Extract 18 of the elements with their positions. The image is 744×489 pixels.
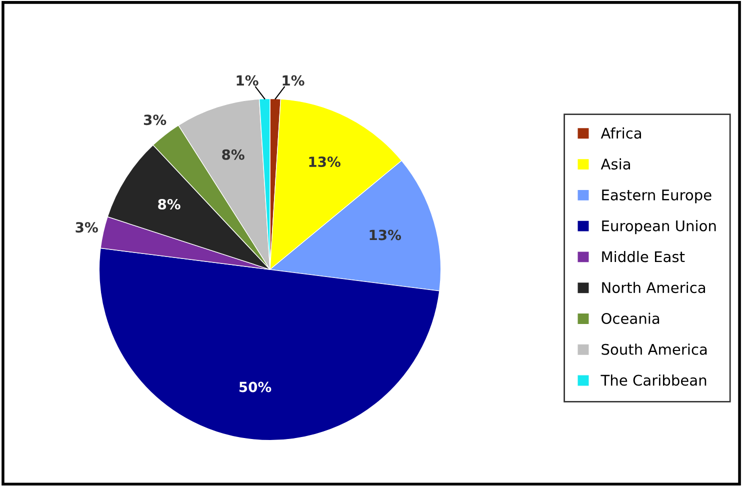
legend-label: Asia: [600, 158, 630, 170]
legend-label: Africa: [600, 127, 642, 139]
legend-label: The Caribbean: [600, 374, 706, 386]
data-label: 13%: [370, 230, 402, 240]
data-label: 8%: [158, 198, 180, 210]
legend-label: Oceania: [602, 312, 660, 324]
legend-label: European Union: [602, 220, 716, 234]
legend-label: Middle East: [602, 250, 685, 262]
data-label: 8%: [222, 149, 244, 160]
data-label: 3%: [144, 114, 166, 126]
data-label: 50%: [239, 382, 272, 392]
legend-label: North America: [602, 282, 706, 294]
data-label: 3%: [76, 222, 98, 233]
legend-label: Eastern Europe: [602, 190, 712, 204]
data-label: 1%: [282, 75, 304, 86]
data-label: 13%: [309, 156, 340, 168]
data-label: 1%: [236, 75, 258, 86]
legend-label: South America: [602, 344, 707, 355]
